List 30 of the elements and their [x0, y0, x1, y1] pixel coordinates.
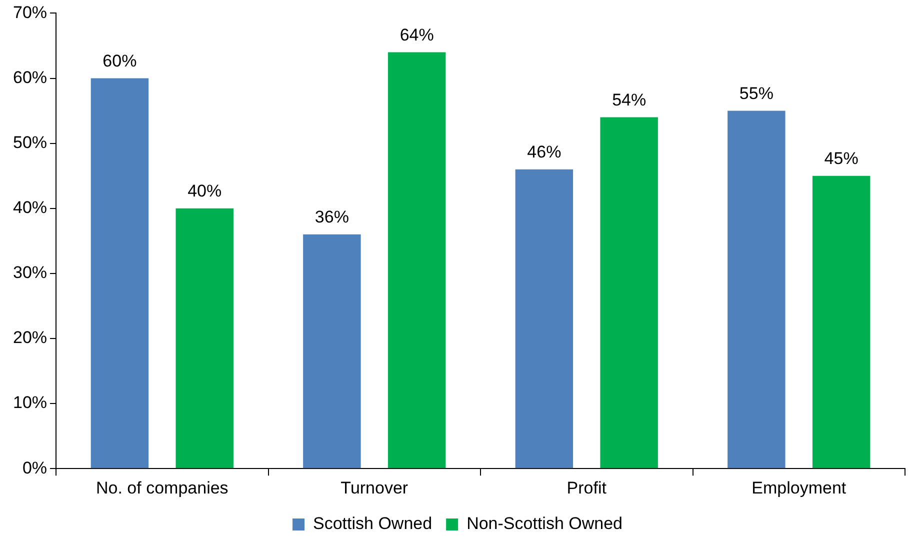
legend-label: Scottish Owned — [313, 514, 432, 534]
data-label: 36% — [314, 208, 349, 227]
bar — [388, 52, 446, 468]
y-tick-label: 20% — [12, 328, 48, 348]
bar — [90, 78, 149, 468]
y-tick-label: 0% — [22, 458, 48, 478]
data-label: 40% — [188, 182, 222, 201]
bar — [176, 208, 234, 468]
data-label: 55% — [739, 84, 774, 103]
y-tick-label: 50% — [12, 133, 48, 152]
x-tick-label: Turnover — [340, 478, 408, 498]
x-tick-label: No. of companies — [96, 478, 228, 498]
data-label: 45% — [824, 149, 858, 168]
legend-label: Non-Scottish Owned — [466, 514, 622, 534]
x-tick-label: Profit — [566, 478, 607, 498]
data-label: 64% — [400, 25, 434, 44]
bar — [515, 169, 574, 468]
bar — [728, 110, 786, 468]
y-tick-label: 40% — [12, 198, 48, 218]
bar — [303, 234, 361, 468]
y-tick-label: 70% — [12, 2, 48, 22]
data-label: 60% — [102, 51, 137, 70]
data-label: 54% — [612, 90, 646, 110]
bar — [812, 176, 870, 468]
data-label: 46% — [527, 142, 562, 162]
y-tick-label: 60% — [12, 68, 48, 87]
bar — [600, 117, 658, 468]
y-tick-label: 30% — [12, 263, 48, 282]
y-tick-label: 10% — [12, 393, 48, 412]
x-tick-label: Employment — [752, 478, 846, 498]
